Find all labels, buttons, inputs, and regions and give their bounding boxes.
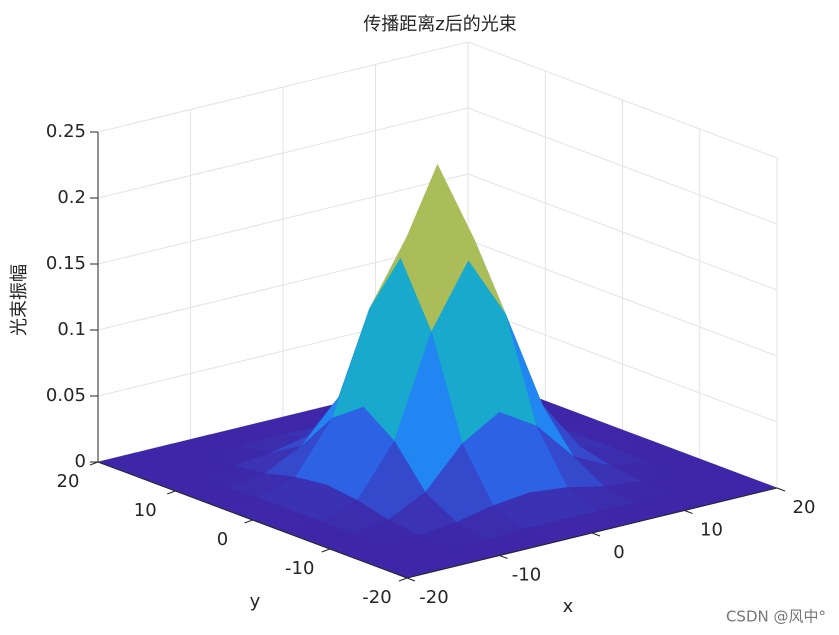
grid-line bbox=[97, 173, 469, 265]
y-tick bbox=[167, 490, 176, 495]
y-tick-label: -10 bbox=[285, 558, 314, 579]
x-tick-label: -20 bbox=[419, 587, 448, 608]
x-tick-label: 10 bbox=[700, 520, 723, 541]
y-tick-label: 10 bbox=[134, 500, 157, 521]
grid-line bbox=[97, 107, 469, 199]
x-tick-label: 20 bbox=[793, 497, 816, 518]
surface bbox=[96, 163, 779, 579]
x-tick-label: -10 bbox=[512, 565, 541, 586]
grid-line bbox=[97, 41, 469, 133]
y-tick-label: 20 bbox=[57, 471, 80, 492]
grid-line bbox=[467, 107, 778, 225]
z-tick-label: 0 bbox=[75, 451, 86, 472]
z-tick-label: 0.15 bbox=[46, 253, 86, 274]
y-tick-label: 0 bbox=[217, 529, 228, 550]
y-tick bbox=[398, 577, 408, 582]
x-tick bbox=[776, 487, 786, 492]
y-tick-label: -20 bbox=[362, 587, 391, 608]
z-tick-label: 0.05 bbox=[46, 385, 86, 406]
x-tick bbox=[499, 555, 508, 559]
x-tick-label: 0 bbox=[613, 542, 624, 563]
watermark: CSDN @风中° bbox=[726, 608, 826, 626]
y-axis-label: y bbox=[250, 591, 261, 612]
z-tick-label: 0.2 bbox=[57, 187, 86, 208]
grid-line bbox=[467, 41, 778, 159]
y-tick bbox=[89, 461, 99, 466]
grid-line bbox=[467, 305, 778, 423]
y-tick bbox=[321, 548, 330, 553]
chart-title: 传播距离z后的光束 bbox=[363, 14, 516, 35]
x-axis-label: x bbox=[563, 596, 574, 617]
z-axis-label: 光束振幅 bbox=[9, 264, 30, 336]
y-tick bbox=[244, 519, 253, 524]
x-tick bbox=[591, 532, 601, 537]
grid-line bbox=[467, 239, 778, 357]
z-tick-label: 0.1 bbox=[57, 319, 86, 340]
axes: 0 0.05 0.1 0.15 0.2 0.25 -20 -10 0 10 20 -20 -10 0 10 2… bbox=[46, 121, 816, 608]
x-tick bbox=[406, 577, 416, 582]
z-tick-label: 0.25 bbox=[46, 121, 86, 142]
x-tick bbox=[684, 510, 693, 514]
grid-line bbox=[467, 173, 778, 291]
